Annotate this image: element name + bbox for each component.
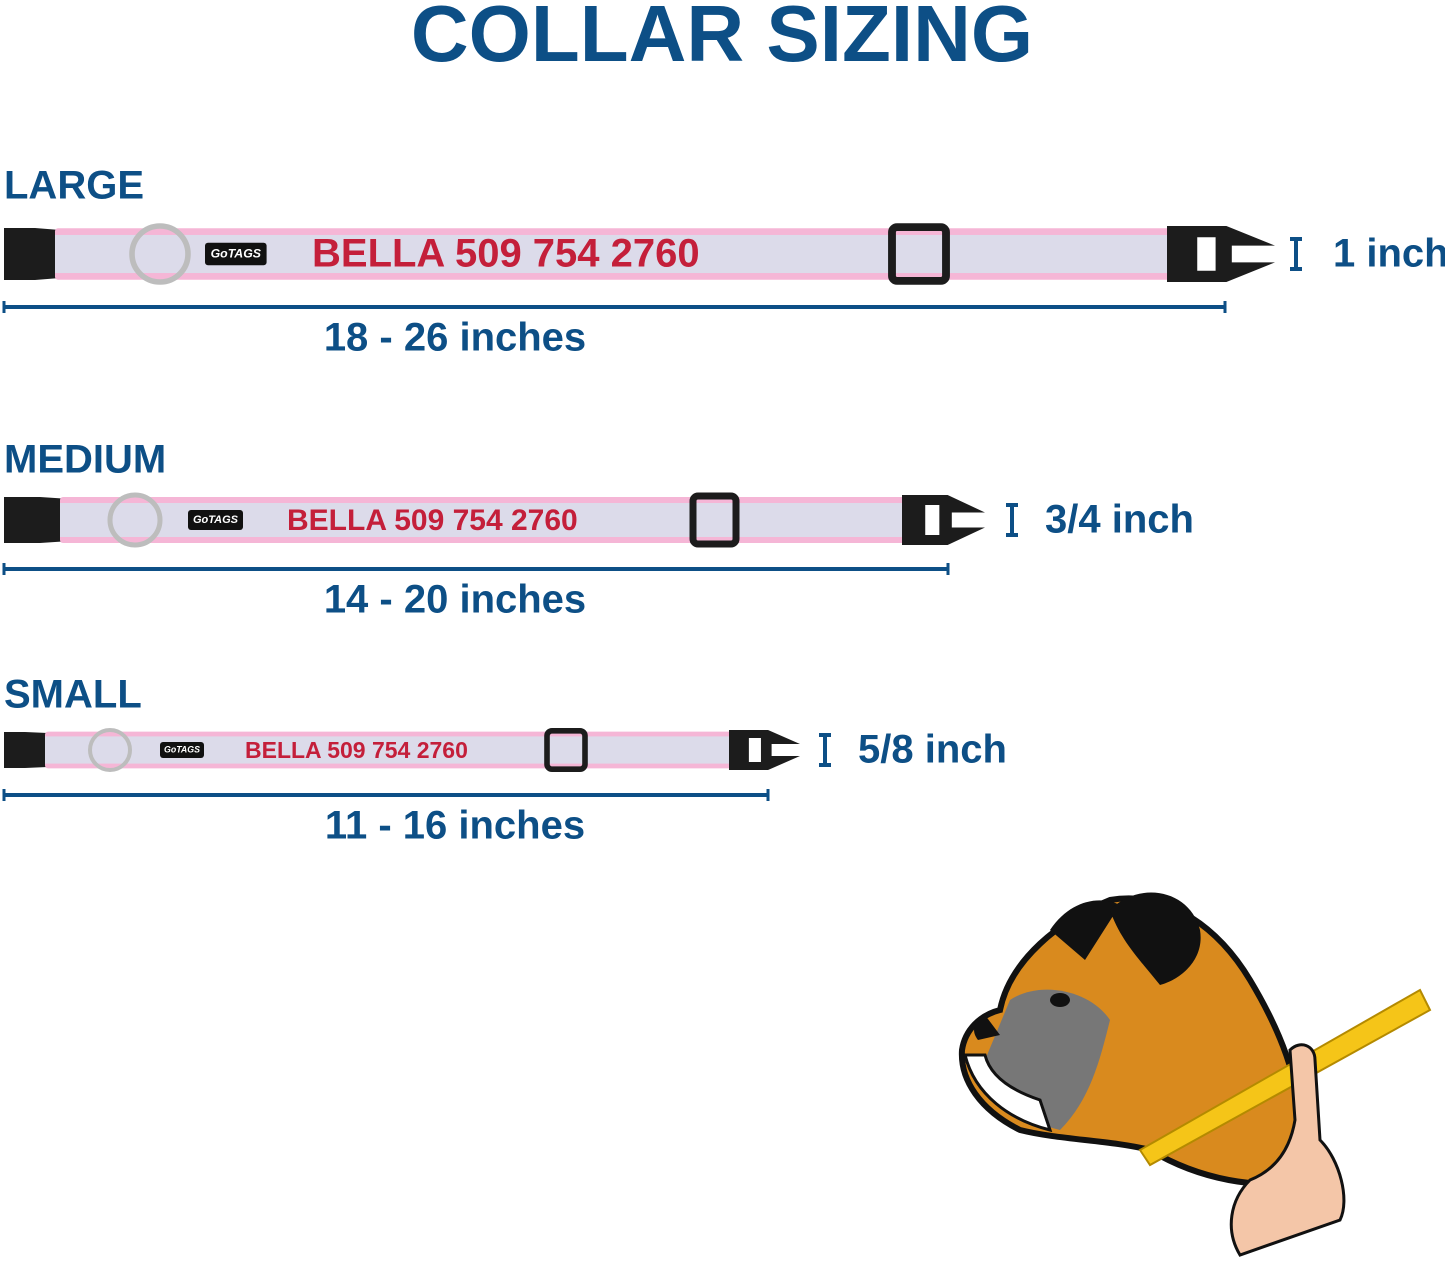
right-buckle xyxy=(1167,226,1275,282)
width-label: 1 inch xyxy=(1333,232,1445,276)
d-ring xyxy=(129,223,191,285)
collar-size: SMALL GoTAGS BELLA 509 754 2760 5/8 inch 11 … xyxy=(2,673,1007,848)
right-buckle xyxy=(729,730,800,770)
slider xyxy=(888,223,950,285)
length-label: 11 - 16 inches xyxy=(325,804,585,848)
d-ring xyxy=(107,492,163,548)
brand: GoTAGS xyxy=(164,744,200,754)
size-label: LARGE xyxy=(4,164,144,208)
brand-tag xyxy=(160,742,204,758)
collar-size: MEDIUM GoTAGS BELLA 509 754 2760 3/4 inch 14… xyxy=(2,438,1194,622)
engraving: BELLA 509 754 2760 xyxy=(312,232,700,276)
brand-tag xyxy=(188,510,243,530)
strap-inner xyxy=(45,736,732,764)
length-label: 14 - 20 inches xyxy=(324,578,586,622)
slider xyxy=(689,492,740,548)
width-indicator xyxy=(1290,237,1302,271)
brand: GoTAGS xyxy=(211,246,262,260)
width-label: 3/4 inch xyxy=(1045,498,1194,542)
brand: GoTAGS xyxy=(193,514,239,526)
d-ring xyxy=(88,728,132,772)
brand-tag xyxy=(205,242,267,266)
engraving: BELLA 509 754 2760 xyxy=(245,737,468,763)
size-label: SMALL xyxy=(4,673,142,717)
engraving: BELLA 509 754 2760 xyxy=(287,504,578,537)
collar-size: LARGE GoTAGS BELLA 509 754 2760 1 inch 18 - … xyxy=(2,164,1445,360)
size-label: MEDIUM xyxy=(4,438,166,482)
dog-illustration xyxy=(958,892,1432,1257)
width-indicator xyxy=(1006,503,1018,537)
right-buckle xyxy=(902,495,985,545)
length-label: 18 - 26 inches xyxy=(324,316,586,360)
slider xyxy=(544,727,588,772)
title: COLLAR SIZING xyxy=(411,0,1033,78)
width-label: 5/8 inch xyxy=(858,728,1007,772)
width-indicator xyxy=(819,733,831,767)
